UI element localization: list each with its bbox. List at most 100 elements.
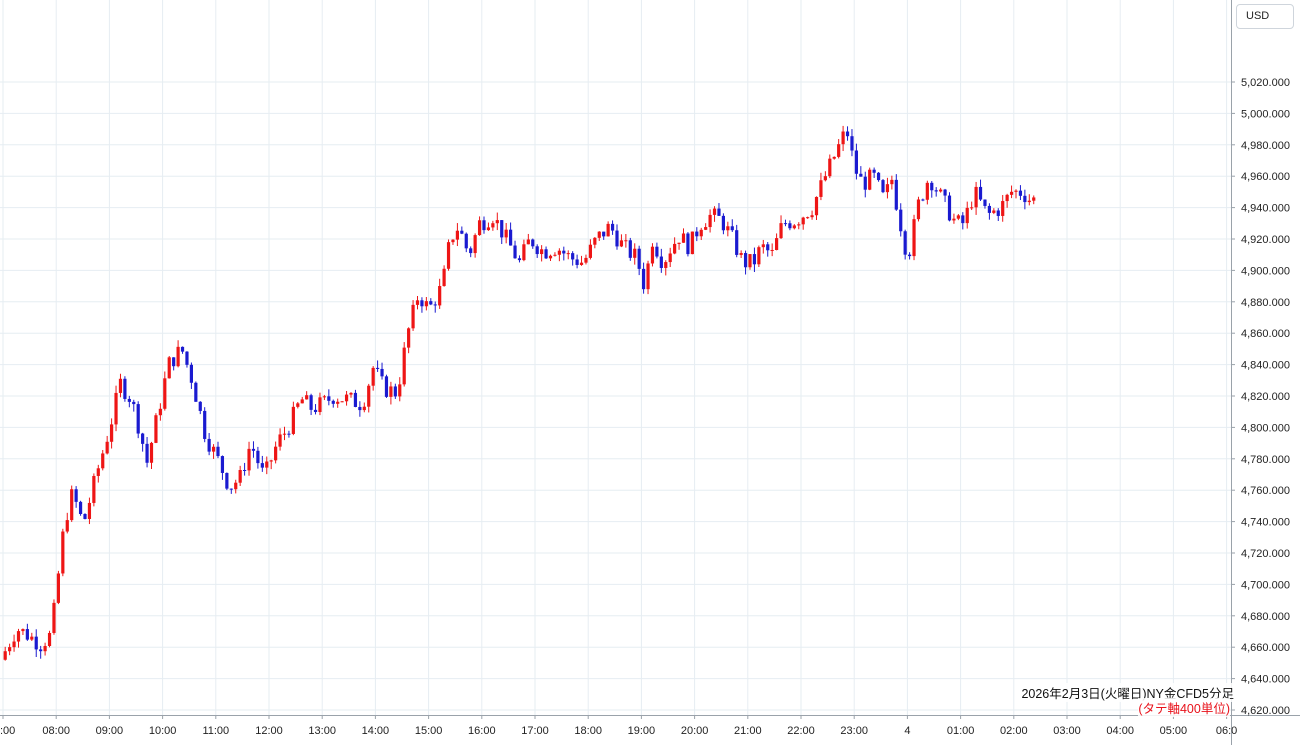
candle-body <box>118 378 123 393</box>
candle-body <box>593 237 597 245</box>
candle <box>500 220 504 245</box>
candle-body <box>531 239 535 247</box>
candle <box>442 265 446 287</box>
candle <box>211 444 216 459</box>
candle-body <box>513 245 517 259</box>
candle-body <box>300 399 304 404</box>
candle-body <box>8 647 12 652</box>
candle <box>961 212 965 230</box>
candle-body <box>433 304 437 306</box>
candle-body <box>540 249 544 255</box>
candle-body <box>500 220 504 238</box>
candle <box>579 255 584 266</box>
candle <box>25 623 29 641</box>
candle <box>584 254 588 265</box>
candle <box>327 389 331 406</box>
candle-body <box>30 636 34 640</box>
candle-body <box>952 218 956 221</box>
candle-body <box>34 636 38 650</box>
candle <box>952 213 956 224</box>
x-tick-label: 12:00 <box>255 725 283 737</box>
candle-body <box>876 172 881 181</box>
candle-body <box>127 398 131 402</box>
candle-body <box>149 442 154 463</box>
candle <box>730 219 734 232</box>
candle <box>557 248 561 262</box>
x-axis-ticks: :00 08:00 09:00 10:00 11:00 12:00 13:00 14:00 15… <box>0 715 1237 737</box>
candle <box>562 246 566 261</box>
x-tick-label: 17:00 <box>521 725 549 737</box>
candle <box>943 188 947 203</box>
candle-body <box>185 351 189 365</box>
candle-body <box>730 226 734 231</box>
candle <box>43 642 47 656</box>
x-tick-label: 18:00 <box>574 725 602 737</box>
candle-body <box>801 217 805 225</box>
y-tick-label: 4,780.000 <box>1241 454 1290 466</box>
currency-selector[interactable]: USD <box>1236 4 1294 29</box>
candle-body <box>105 441 109 454</box>
y-tick-label: 5,000.000 <box>1241 108 1290 120</box>
candle <box>389 381 393 405</box>
candle-body <box>172 357 176 367</box>
candle-body <box>823 176 827 181</box>
candle <box>761 239 765 254</box>
candle-body <box>491 223 495 228</box>
candle-body <box>659 256 663 268</box>
candle-body <box>225 472 229 489</box>
candle-body <box>1027 200 1031 203</box>
candle-body <box>65 520 69 532</box>
x-tick-label: 05:00 <box>1160 725 1188 737</box>
x-tick-label: 06:0 <box>1216 725 1237 737</box>
x-tick-label: 02:00 <box>1000 725 1028 737</box>
candle <box>783 219 788 227</box>
candle <box>163 371 167 411</box>
candle <box>16 628 21 648</box>
candle <box>296 402 300 409</box>
candle <box>1005 193 1009 208</box>
candle <box>70 485 74 522</box>
candle <box>615 224 619 250</box>
candle <box>96 464 100 483</box>
candle <box>101 449 105 471</box>
candle-body <box>70 489 74 521</box>
candle-body <box>43 645 47 652</box>
candle <box>610 220 615 235</box>
candle-body <box>739 253 743 255</box>
candle-body <box>194 382 198 402</box>
candle <box>819 172 823 201</box>
candle <box>176 340 180 368</box>
candle <box>145 437 149 468</box>
candle-body <box>260 463 264 468</box>
candle-body <box>868 169 872 190</box>
candle-body <box>21 629 25 632</box>
candle <box>340 401 344 403</box>
y-tick-label: 4,920.000 <box>1241 234 1290 246</box>
candle-body <box>743 253 748 268</box>
candle-body <box>1014 190 1018 192</box>
x-tick-label: 21:00 <box>734 725 762 737</box>
candle-body <box>344 394 349 402</box>
candle <box>358 401 362 417</box>
candle <box>854 143 858 180</box>
y-tick-label: 4,700.000 <box>1241 579 1290 591</box>
candle-body <box>557 250 561 255</box>
candle-body <box>779 223 783 239</box>
candle <box>1001 194 1005 222</box>
candle-body <box>495 220 499 224</box>
candle <box>588 239 592 260</box>
candle-body <box>526 239 530 245</box>
candle-body <box>376 367 380 369</box>
candle <box>189 362 193 389</box>
candle-body <box>788 223 792 229</box>
candle-body <box>469 248 473 254</box>
candle <box>513 240 517 259</box>
candle-body <box>783 223 788 225</box>
candle-body <box>708 214 712 228</box>
candle <box>362 402 366 413</box>
candle <box>974 181 978 215</box>
candle-body <box>996 210 1000 216</box>
candle-body <box>132 401 136 405</box>
y-axis-ticks: 4,620.000 4,640.000 4,660.000 4,680.000 4,70… <box>1231 77 1290 717</box>
candle-body <box>331 400 335 404</box>
